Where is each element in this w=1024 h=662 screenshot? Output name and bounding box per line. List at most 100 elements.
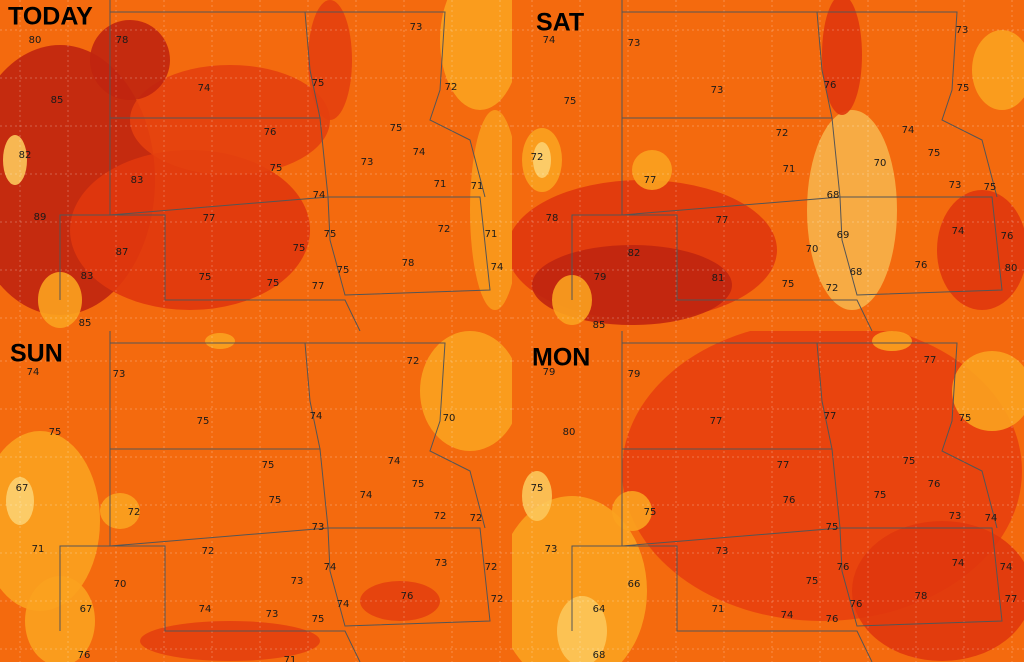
- temperature-label: 76: [1001, 231, 1014, 242]
- temperature-field: [0, 0, 512, 328]
- temperature-label: 72: [470, 513, 483, 524]
- temperature-label: 78: [402, 258, 415, 269]
- temperature-label: 73: [291, 576, 304, 587]
- temperature-zone: [3, 135, 27, 185]
- temperature-label: 64: [593, 604, 606, 615]
- temperature-label: 74: [491, 262, 504, 273]
- temperature-label: 70: [874, 158, 887, 169]
- temperature-label: 73: [266, 609, 279, 620]
- temperature-label: 75: [199, 272, 212, 283]
- temperature-label: 73: [113, 369, 126, 380]
- temperature-label: 71: [434, 179, 447, 190]
- temperature-zone: [512, 496, 647, 662]
- temperature-label: 85: [51, 95, 64, 106]
- temperature-label: 74: [313, 190, 326, 201]
- temperature-label: 73: [711, 85, 724, 96]
- temperature-label: 75: [269, 495, 282, 506]
- temperature-label: 76: [783, 495, 796, 506]
- temperature-label: 71: [471, 181, 484, 192]
- temperature-zone: [420, 331, 512, 451]
- temperature-zone: [533, 142, 551, 178]
- temperature-label: 70: [806, 244, 819, 255]
- temperature-zone: [360, 581, 440, 621]
- temperature-label: 80: [563, 427, 576, 438]
- panel-title: SUN: [10, 340, 63, 368]
- temperature-label: 74: [952, 558, 965, 569]
- temperature-label: 74: [27, 367, 40, 378]
- temperature-zone: [952, 351, 1024, 431]
- temperature-label: 68: [850, 267, 863, 278]
- temperature-label: 72: [445, 82, 458, 93]
- temperature-label: 73: [628, 38, 641, 49]
- temperature-label: 72: [776, 128, 789, 139]
- temperature-label: 74: [902, 125, 915, 136]
- temperature-label: 73: [410, 22, 423, 33]
- temperature-zone: [130, 65, 330, 175]
- temperature-label: 74: [388, 456, 401, 467]
- state-border: [839, 196, 1003, 296]
- temperature-label: 76: [837, 562, 850, 573]
- temperature-label: 69: [837, 230, 850, 241]
- temperature-label: 75: [312, 614, 325, 625]
- state-border: [305, 11, 486, 198]
- state-border: [817, 342, 998, 529]
- temperature-label: 79: [594, 272, 607, 283]
- temperature-zone: [522, 471, 552, 521]
- temperature-label: 75: [390, 123, 403, 134]
- temperature-field: [512, 331, 1024, 662]
- temperature-label: 76: [915, 260, 928, 271]
- state-border: [110, 545, 361, 662]
- temperature-label: 77: [203, 213, 216, 224]
- temperature-label: 75: [262, 460, 275, 471]
- temperature-label: 75: [49, 427, 62, 438]
- temperature-label: 74: [781, 610, 794, 621]
- temperature-label: 71: [783, 164, 796, 175]
- temperature-label: 76: [850, 599, 863, 610]
- temperature-label: 79: [628, 369, 641, 380]
- temperature-label: 71: [712, 604, 725, 615]
- temperature-label: 74: [310, 411, 323, 422]
- temperature-zone: [872, 331, 912, 351]
- state-border: [305, 342, 486, 529]
- temperature-label: 76: [78, 650, 91, 661]
- temperature-label: 68: [827, 190, 840, 201]
- temperature-label: 74: [337, 599, 350, 610]
- temperature-label: 73: [312, 522, 325, 533]
- temperature-label: 77: [644, 175, 657, 186]
- temperature-label: 72: [531, 152, 544, 163]
- state-border: [110, 214, 361, 331]
- state-border: [621, 448, 841, 547]
- temperature-label: 74: [413, 147, 426, 158]
- temperature-label: 83: [81, 271, 94, 282]
- state-border: [327, 196, 491, 296]
- temperature-label: 75: [531, 483, 544, 494]
- temperature-label: 74: [985, 513, 998, 524]
- temperature-label: 77: [1005, 594, 1018, 605]
- state-border: [817, 11, 998, 198]
- temperature-label: 73: [716, 546, 729, 557]
- temperature-label: 73: [949, 180, 962, 191]
- temperature-label: 82: [19, 150, 32, 161]
- temperature-zone: [972, 30, 1024, 110]
- temperature-zone: [807, 110, 897, 310]
- temperature-label: 75: [984, 182, 997, 193]
- temperature-label: 76: [264, 127, 277, 138]
- temperature-label: 72: [485, 562, 498, 573]
- temperature-label: 85: [593, 320, 606, 331]
- temperature-label: 79: [543, 367, 556, 378]
- temperature-label: 76: [928, 479, 941, 490]
- temperature-label: 77: [716, 215, 729, 226]
- temperature-zone: [6, 477, 34, 525]
- temperature-label: 75: [782, 279, 795, 290]
- temperature-label: 75: [928, 148, 941, 159]
- temperature-label: 75: [644, 507, 657, 518]
- temperature-zone: [70, 150, 310, 310]
- temperature-label: 71: [485, 229, 498, 240]
- temperature-zone: [937, 190, 1024, 310]
- temperature-label: 89: [34, 212, 47, 223]
- state-border: [109, 448, 329, 547]
- temperature-zone: [90, 20, 170, 100]
